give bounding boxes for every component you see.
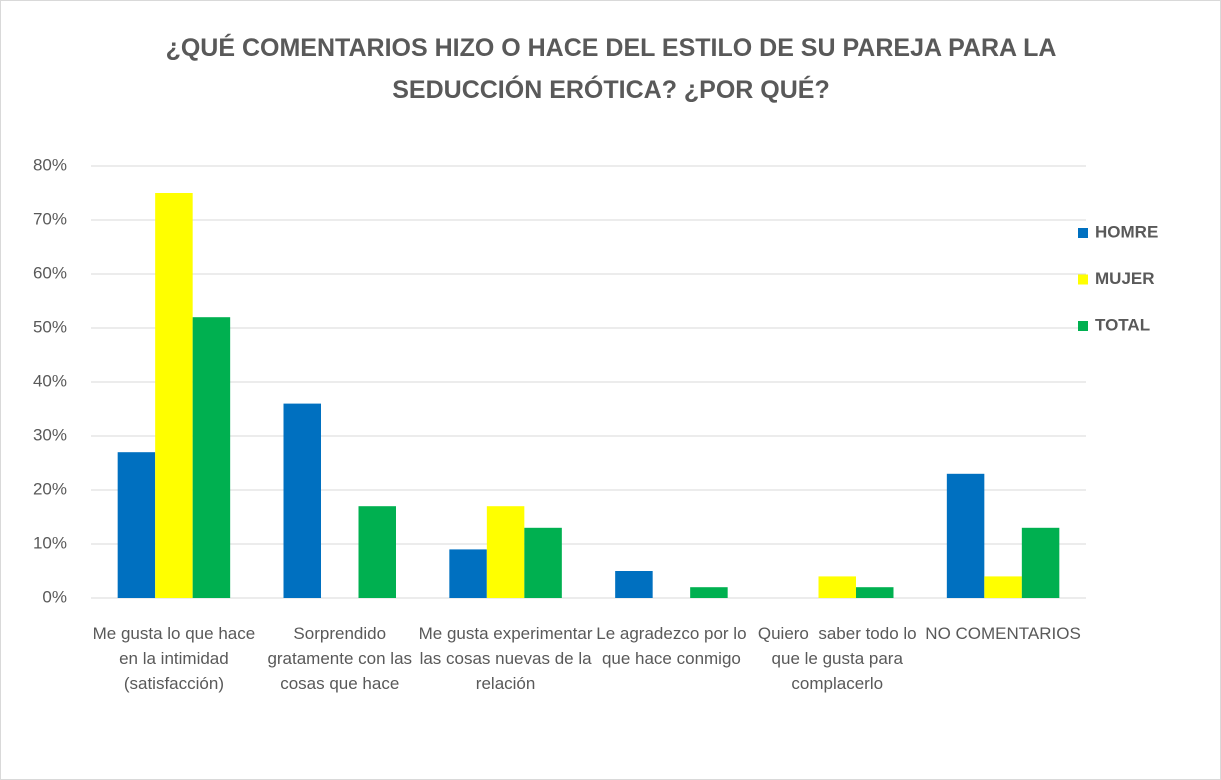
y-tick-label: 50% xyxy=(33,317,67,336)
x-tick-label: Sorprendido gratamente con las cosas que… xyxy=(267,624,417,693)
y-tick-label: 40% xyxy=(33,371,67,390)
legend-label: TOTAL xyxy=(1095,315,1150,334)
bar xyxy=(192,317,231,598)
bar xyxy=(856,587,894,598)
bar xyxy=(283,403,321,598)
bar xyxy=(946,473,985,598)
bar xyxy=(984,576,1022,598)
y-tick-label: 60% xyxy=(33,263,67,282)
bar xyxy=(449,549,487,598)
bar xyxy=(690,587,728,598)
y-tick-label: 70% xyxy=(33,209,67,228)
bar xyxy=(155,193,193,598)
y-tick-label: 10% xyxy=(33,533,67,552)
y-tick-label: 30% xyxy=(33,425,67,444)
x-tick-label: Me gusta experimentar las cosas nuevas d… xyxy=(418,624,598,693)
legend-label: HOMRE xyxy=(1095,222,1158,241)
x-tick-label: Quiero saber todo lo que le gusta para c… xyxy=(757,624,922,693)
bar xyxy=(818,576,856,598)
legend-swatch xyxy=(1078,228,1088,238)
bar xyxy=(615,571,653,598)
bar xyxy=(117,452,156,598)
y-tick-label: 20% xyxy=(33,479,67,498)
x-tick-label: NO COMENTARIOS xyxy=(925,624,1081,643)
bar xyxy=(358,506,396,598)
bar xyxy=(1021,527,1060,598)
legend-swatch xyxy=(1078,274,1088,285)
legend-swatch xyxy=(1078,321,1088,331)
bar xyxy=(486,506,525,598)
bar xyxy=(524,527,562,598)
x-tick-label: Le agradezco por lo que hace conmigo xyxy=(596,624,752,668)
x-tick-label: Me gusta lo que hace en la intimidad (sa… xyxy=(92,624,260,693)
legend-label: MUJER xyxy=(1095,269,1155,288)
y-tick-label: 0% xyxy=(42,587,67,606)
y-tick-label: 80% xyxy=(33,155,67,174)
chart-title: ¿QUÉ COMENTARIOS HIZO O HACE DEL ESTILO … xyxy=(165,34,1057,104)
